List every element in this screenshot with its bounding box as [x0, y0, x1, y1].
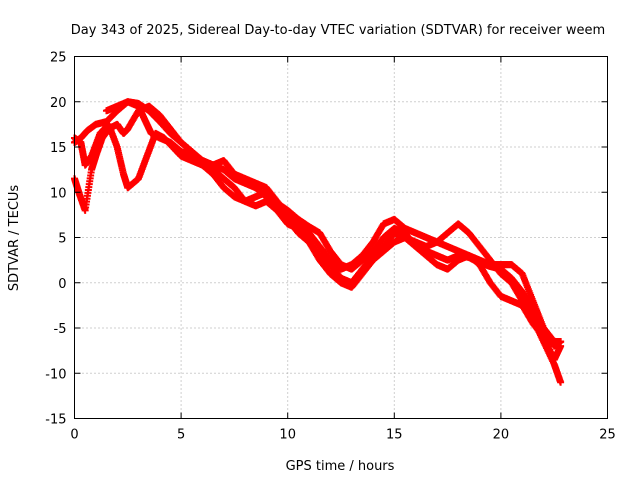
x-tick-label: 10 [279, 428, 296, 443]
tick-labels: 0 5 10 15 20 25 -15 -10 -5 0 5 10 15 20 25 [45, 51, 616, 443]
data-point [557, 338, 565, 346]
data-point [557, 378, 565, 386]
x-tick-label: 0 [70, 428, 78, 443]
series-trace-4 [102, 98, 565, 346]
x-tick-label: 15 [386, 428, 403, 443]
y-tick-label: 5 [58, 232, 66, 247]
x-tick-label: 25 [599, 428, 616, 443]
y-tick-label: 20 [50, 96, 67, 111]
y-tick-label: 10 [50, 186, 67, 201]
series-trace-1 [71, 98, 565, 350]
y-tick-label: -5 [54, 322, 67, 337]
data-points [71, 98, 565, 386]
y-tick-label: -10 [45, 367, 66, 382]
x-axis-label: GPS time / hours [286, 459, 395, 474]
x-tick-label: 20 [493, 428, 510, 443]
axis-ticks [74, 56, 608, 419]
y-axis-label: SDTVAR / TECUs [7, 185, 22, 292]
y-tick-label: 25 [50, 51, 67, 66]
chart-title: Day 343 of 2025, Sidereal Day-to-day VTE… [71, 23, 605, 38]
y-tick-label: -15 [45, 413, 66, 428]
y-tick-label: 0 [58, 277, 66, 292]
y-tick-label: 15 [50, 141, 67, 156]
x-tick-label: 5 [177, 428, 185, 443]
